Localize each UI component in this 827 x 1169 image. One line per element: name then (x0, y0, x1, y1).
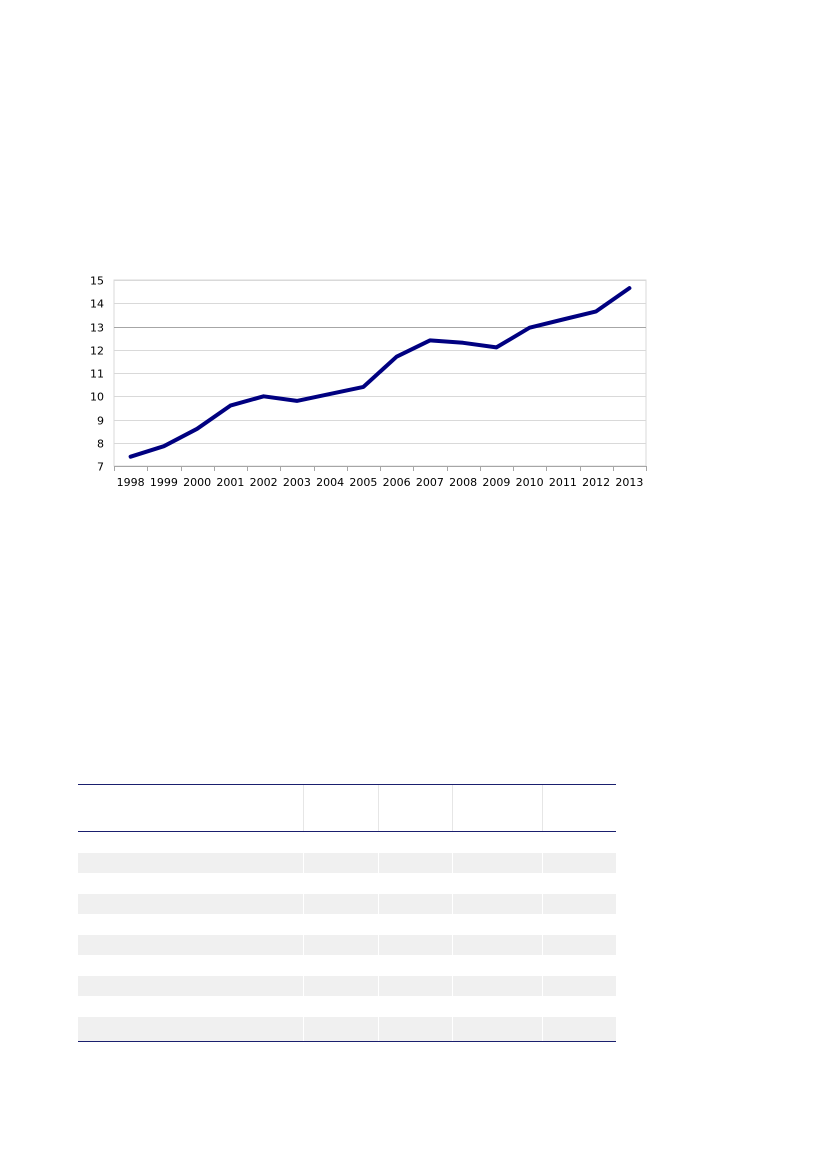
x-tick-label: 2005 (349, 476, 377, 489)
x-tick-label: 2003 (283, 476, 311, 489)
line-chart: 7 8 9 10 11 12 13 14 15 1998 1999 2000 2001 2002 2003 2… (78, 270, 658, 495)
column-divider (452, 914, 453, 935)
column-divider (378, 832, 379, 853)
series-line (128, 286, 632, 459)
x-tick-label: 2013 (615, 476, 643, 489)
column-divider (303, 873, 304, 894)
x-tick-label: 2002 (250, 476, 278, 489)
y-tick-label: 12 (90, 345, 104, 358)
column-divider (542, 873, 543, 894)
y-tick-label: 13 (90, 322, 104, 335)
y-tick-label: 9 (97, 415, 104, 428)
table-row (78, 996, 616, 1017)
column-divider (542, 996, 543, 1017)
column-divider (452, 975, 453, 996)
table-row (78, 1016, 616, 1041)
column-divider (378, 873, 379, 894)
column-divider (303, 893, 304, 914)
column-divider (378, 1016, 379, 1041)
column-divider (542, 975, 543, 996)
column-divider (452, 955, 453, 976)
table-row (78, 975, 616, 996)
y-tick-label: 14 (90, 298, 104, 311)
column-divider (542, 934, 543, 955)
y-tick-label: 10 (90, 391, 104, 404)
y-tick-label: 15 (90, 275, 104, 288)
column-divider (303, 996, 304, 1017)
column-divider (452, 852, 453, 873)
column-divider (303, 1016, 304, 1041)
x-tick-label: 2001 (216, 476, 244, 489)
x-tick-label: 1999 (150, 476, 178, 489)
column-divider (542, 785, 543, 831)
column-divider (378, 785, 379, 831)
column-divider (378, 996, 379, 1017)
x-tick-label: 2004 (316, 476, 344, 489)
column-divider (378, 852, 379, 873)
x-tick-label: 2009 (482, 476, 510, 489)
table-header (78, 785, 616, 832)
column-divider (378, 975, 379, 996)
column-divider (452, 996, 453, 1017)
x-tick-label: 2006 (383, 476, 411, 489)
column-divider (452, 785, 453, 831)
column-divider (452, 1016, 453, 1041)
y-tick-label: 11 (90, 368, 104, 381)
column-divider (378, 914, 379, 935)
column-divider (303, 934, 304, 955)
x-tick-label: 2008 (449, 476, 477, 489)
column-divider (303, 955, 304, 976)
x-tick-label: 2011 (549, 476, 577, 489)
column-divider (542, 893, 543, 914)
column-divider (542, 1016, 543, 1041)
data-table (78, 784, 616, 1042)
column-divider (378, 893, 379, 914)
x-tick-label: 2007 (416, 476, 444, 489)
column-divider (303, 914, 304, 935)
column-divider (378, 955, 379, 976)
chart-canvas: 7 8 9 10 11 12 13 14 15 1998 1999 2000 2001 2002 2003 2… (90, 275, 647, 489)
x-tick-label: 2012 (582, 476, 610, 489)
column-divider (303, 852, 304, 873)
column-divider (542, 832, 543, 853)
x-tick-label: 2000 (183, 476, 211, 489)
column-divider (452, 934, 453, 955)
y-tick-label: 7 (97, 461, 104, 474)
table-row (78, 832, 616, 853)
table-row (78, 914, 616, 935)
column-divider (452, 873, 453, 894)
table-row (78, 893, 616, 914)
column-divider (303, 975, 304, 996)
column-divider (542, 955, 543, 976)
column-divider (542, 852, 543, 873)
column-divider (303, 785, 304, 831)
column-divider (452, 832, 453, 853)
y-tick-label: 8 (97, 438, 104, 451)
table-body (78, 832, 616, 1041)
table-row (78, 955, 616, 976)
column-divider (303, 832, 304, 853)
table-row (78, 873, 616, 894)
x-tick-label: 2010 (516, 476, 544, 489)
table-row (78, 852, 616, 873)
table-row (78, 934, 616, 955)
column-divider (542, 914, 543, 935)
column-divider (452, 893, 453, 914)
column-divider (378, 934, 379, 955)
x-tick-label: 1998 (117, 476, 145, 489)
